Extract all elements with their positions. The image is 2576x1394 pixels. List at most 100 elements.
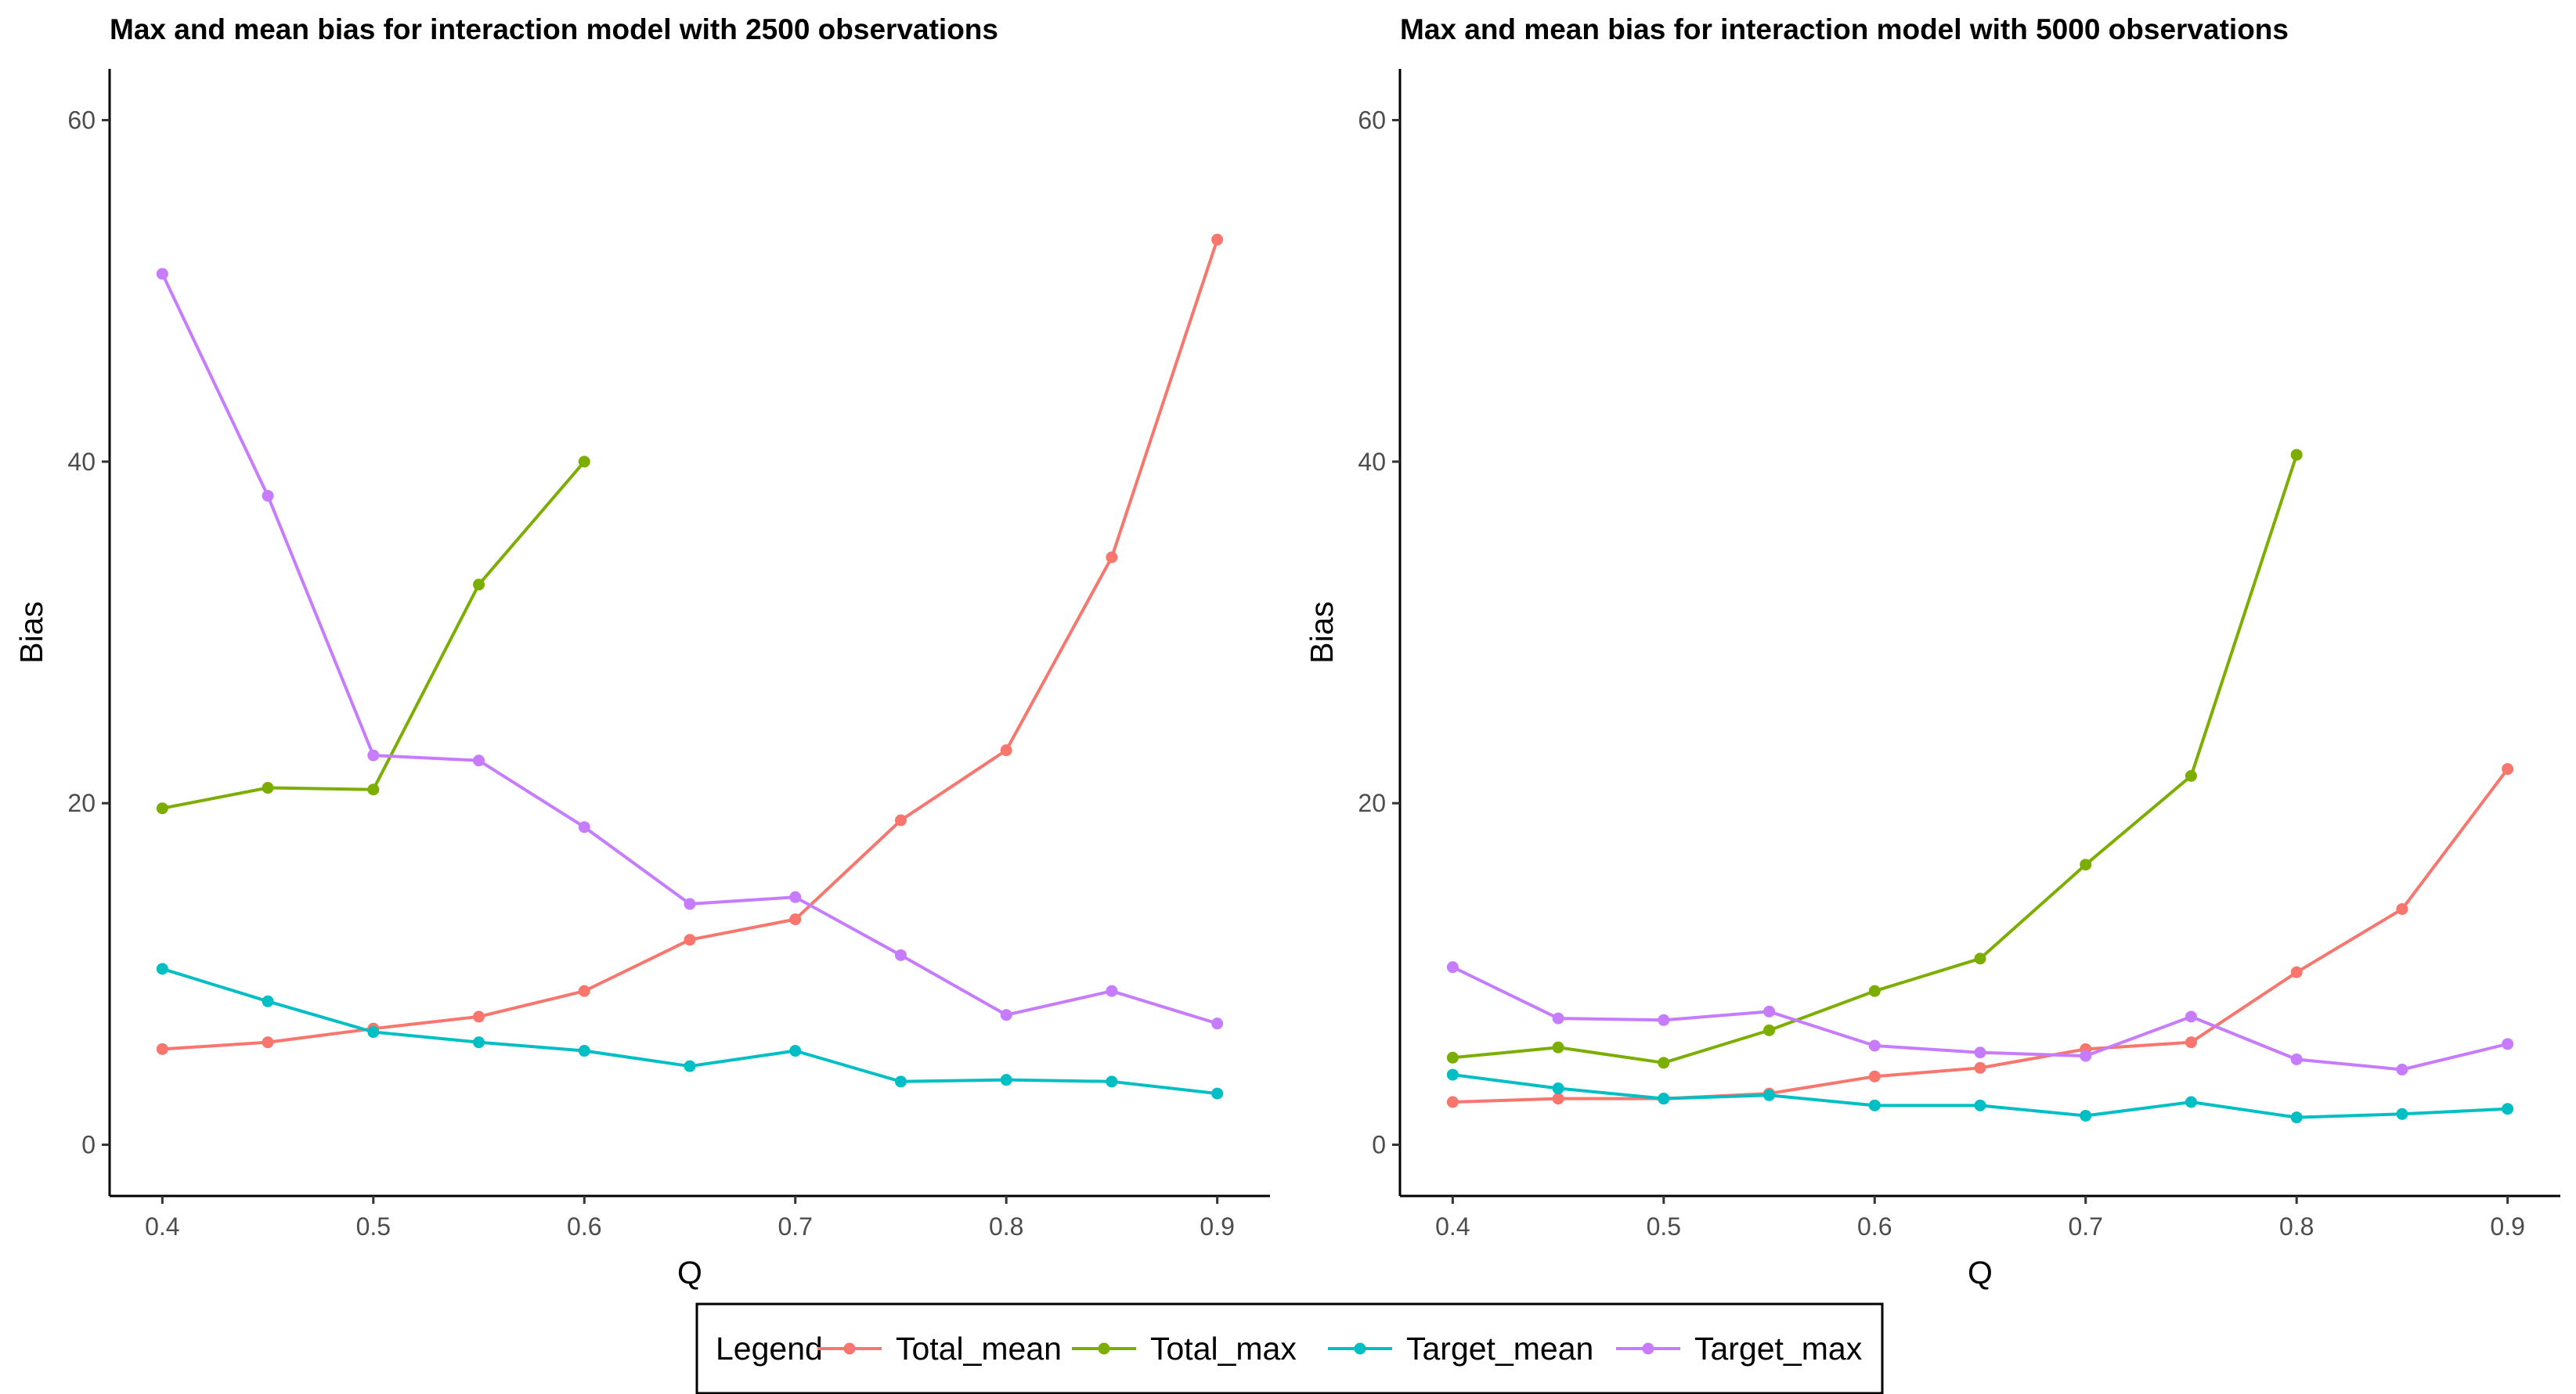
- data-point: [684, 934, 696, 946]
- data-point: [367, 749, 380, 762]
- legend-title: Legend: [716, 1331, 823, 1367]
- data-point: [1446, 1051, 1459, 1064]
- data-point: [2502, 1038, 2514, 1050]
- data-point: [1106, 985, 1118, 997]
- data-point: [1658, 1093, 1670, 1105]
- data-point: [1974, 1061, 1986, 1074]
- data-point: [789, 1045, 802, 1057]
- legend-entry-Total_max: Total_max: [1072, 1331, 1297, 1367]
- data-point: [473, 1036, 485, 1049]
- x-tick-label: 0.6: [1857, 1212, 1892, 1241]
- data-point: [1552, 1093, 1564, 1105]
- data-point: [473, 578, 485, 591]
- data-point: [1446, 1068, 1459, 1081]
- x-tick-label: 0.7: [2068, 1212, 2102, 1241]
- legend-entry-label: Total_max: [1150, 1331, 1297, 1367]
- y-tick-label: 40: [67, 448, 96, 476]
- series-line: [161, 967, 1218, 1096]
- y-tick-label: 60: [1358, 106, 1386, 134]
- data-point: [1000, 1009, 1012, 1021]
- data-point: [1974, 1099, 1986, 1111]
- data-point: [367, 783, 380, 796]
- data-point: [1868, 1099, 1881, 1111]
- series-Total_mean: [156, 233, 1224, 1055]
- data-point: [473, 1010, 485, 1023]
- data-point: [1868, 1039, 1881, 1052]
- y-tick-label: 60: [67, 106, 96, 134]
- data-point: [894, 949, 907, 961]
- data-point: [2185, 1010, 2197, 1023]
- series-line: [161, 272, 1218, 1025]
- data-point: [1446, 961, 1459, 974]
- y-axis-label: Bias: [13, 601, 49, 664]
- x-axis-label: Q: [1968, 1255, 1993, 1291]
- data-point: [578, 456, 590, 468]
- data-point: [1763, 1005, 1776, 1018]
- series-Target_mean: [1446, 1068, 2514, 1124]
- data-point: [1974, 953, 1986, 965]
- legend: Legend Total_mean Total_max Target_mean Targ…: [695, 1302, 1884, 1394]
- data-point: [156, 802, 168, 815]
- legend-key-point: [1098, 1342, 1110, 1355]
- data-point: [2080, 1109, 2092, 1122]
- series-Total_max: [156, 456, 590, 815]
- data-point: [262, 489, 274, 502]
- data-point: [2396, 1108, 2408, 1120]
- data-point: [684, 898, 696, 910]
- data-point: [578, 821, 590, 834]
- legend-entry-label: Target_max: [1694, 1331, 1863, 1367]
- y-tick-label: 0: [1372, 1131, 1386, 1159]
- data-point: [2290, 966, 2303, 978]
- chart-panel-1: Max and mean bias for interaction model …: [13, 13, 1270, 1291]
- data-point: [1106, 551, 1118, 564]
- legend-entry-Total_mean: Total_mean: [817, 1331, 1062, 1367]
- y-tick-label: 20: [1358, 789, 1386, 817]
- y-axis-label: Bias: [1304, 601, 1340, 664]
- x-tick-label: 0.8: [2279, 1212, 2314, 1241]
- data-point: [1106, 1075, 1118, 1088]
- data-point: [1974, 1046, 1986, 1059]
- data-point: [1000, 1074, 1012, 1086]
- data-point: [2080, 859, 2092, 871]
- data-point: [1763, 1089, 1776, 1101]
- data-point: [1000, 744, 1012, 757]
- x-axis-label: Q: [677, 1255, 702, 1291]
- data-point: [156, 963, 168, 975]
- data-point: [684, 1060, 696, 1072]
- legend-entry-label: Total_mean: [896, 1331, 1062, 1367]
- data-point: [2396, 902, 2408, 915]
- series-Target_max: [156, 268, 1224, 1030]
- x-tick-label: 0.4: [145, 1212, 179, 1241]
- data-point: [1552, 1082, 1564, 1095]
- x-tick-label: 0.5: [356, 1212, 391, 1241]
- legend-key-point: [1642, 1342, 1654, 1355]
- chart-panel-2: Max and mean bias for interaction model …: [1304, 13, 2560, 1291]
- data-point: [2185, 1096, 2197, 1108]
- data-point: [2290, 1111, 2303, 1124]
- data-point: [789, 891, 802, 903]
- data-point: [262, 995, 274, 1007]
- data-point: [2185, 769, 2197, 782]
- legend-entry-Target_mean: Target_mean: [1328, 1331, 1593, 1367]
- x-tick-label: 0.7: [777, 1212, 812, 1241]
- data-point: [262, 1036, 274, 1049]
- x-tick-label: 0.9: [1200, 1212, 1234, 1241]
- data-point: [2290, 1053, 2303, 1065]
- data-point: [1763, 1024, 1776, 1036]
- series-Target_max: [1446, 961, 2514, 1076]
- data-point: [2185, 1036, 2197, 1049]
- chart-title: Max and mean bias for interaction model …: [110, 13, 998, 45]
- legend-entry-Target_max: Target_max: [1616, 1331, 1863, 1367]
- data-point: [262, 782, 274, 794]
- data-point: [367, 1026, 380, 1039]
- data-point: [2502, 763, 2514, 776]
- panels: Max and mean bias for interaction model …: [13, 13, 2560, 1291]
- x-tick-label: 0.6: [567, 1212, 601, 1241]
- data-point: [1446, 1096, 1459, 1108]
- data-point: [1868, 985, 1881, 997]
- data-point: [1211, 1087, 1224, 1100]
- data-point: [789, 913, 802, 926]
- data-point: [156, 268, 168, 280]
- legend-entry-label: Target_mean: [1406, 1331, 1593, 1367]
- data-point: [894, 814, 907, 827]
